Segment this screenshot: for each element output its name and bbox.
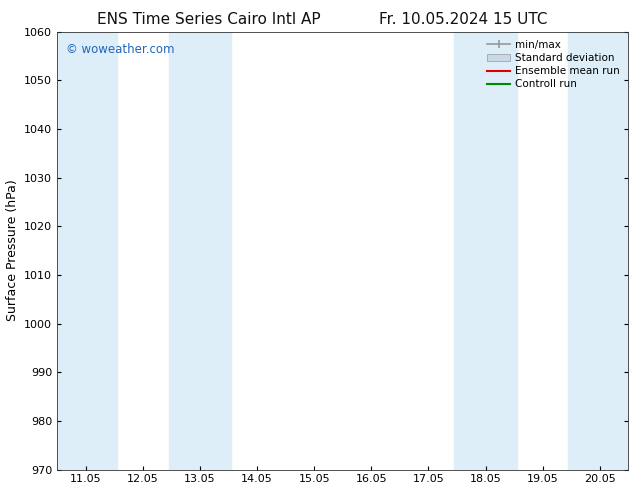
Y-axis label: Surface Pressure (hPa): Surface Pressure (hPa) — [6, 180, 18, 321]
Text: Fr. 10.05.2024 15 UTC: Fr. 10.05.2024 15 UTC — [378, 12, 547, 27]
Text: © woweather.com: © woweather.com — [66, 43, 174, 55]
Bar — [169, 32, 231, 469]
Bar — [454, 32, 517, 469]
Legend: min/max, Standard deviation, Ensemble mean run, Controll run: min/max, Standard deviation, Ensemble me… — [484, 37, 623, 93]
Text: ENS Time Series Cairo Intl AP: ENS Time Series Cairo Intl AP — [98, 12, 321, 27]
Bar — [569, 32, 628, 469]
Bar — [57, 32, 117, 469]
